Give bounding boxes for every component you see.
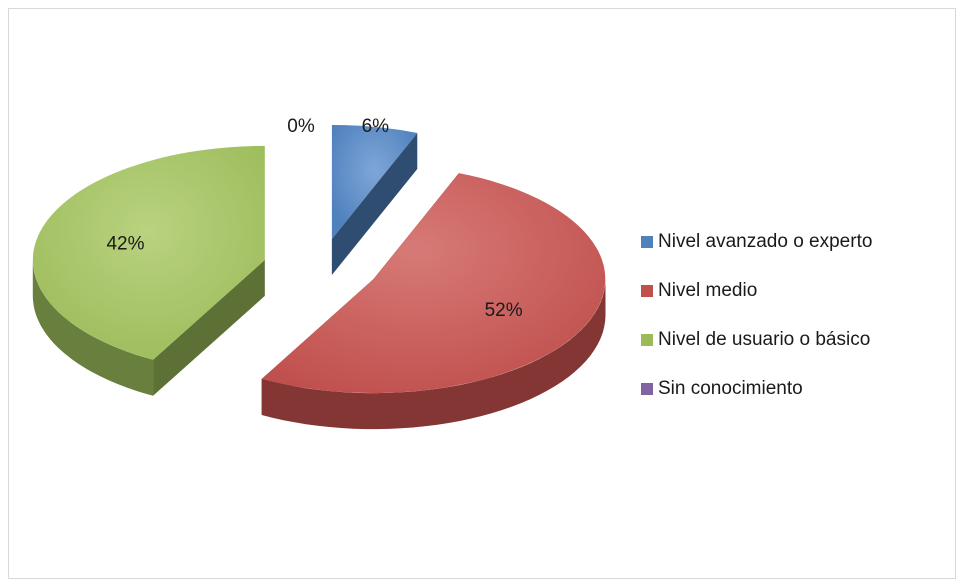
legend-label-1: Nivel medio bbox=[658, 279, 758, 301]
data-label-3: 0% bbox=[287, 116, 315, 137]
legend-item-0: Nivel avanzado o experto bbox=[641, 217, 872, 266]
legend-swatch-1 bbox=[641, 284, 653, 297]
pie-slice-0 bbox=[331, 125, 418, 240]
legend-label-3: Sin conocimiento bbox=[658, 377, 803, 399]
pie-slice-cut-wall-2-0 bbox=[153, 259, 265, 396]
legend-item-1: Nivel medio bbox=[641, 266, 872, 315]
legend-label-0: Nivel avanzado o experto bbox=[658, 230, 873, 252]
pie-slice-side-2 bbox=[32, 259, 265, 396]
pie-chart: 6% 52% 42% 0% bbox=[32, 116, 606, 430]
pie-slice-side-0 bbox=[331, 133, 418, 276]
legend-swatch-0 bbox=[641, 235, 653, 248]
pie-slice-2 bbox=[32, 145, 265, 360]
data-label-1: 52% bbox=[485, 300, 523, 321]
legend-swatch-2 bbox=[641, 333, 653, 346]
chart-area: 6% 52% 42% 0% Nivel avanzado o experto Nive… bbox=[8, 8, 956, 579]
legend-item-2: Nivel de usuario o básico bbox=[641, 315, 872, 364]
pie-slice-1 bbox=[261, 173, 606, 394]
pie-slice-arc-wall-2 bbox=[32, 259, 154, 396]
pie-slice-arc-wall-1 bbox=[261, 279, 606, 430]
legend-swatch-3 bbox=[641, 382, 653, 395]
legend-label-2: Nivel de usuario o básico bbox=[658, 328, 871, 350]
data-label-0: 6% bbox=[362, 116, 390, 137]
pie-slice-cut-wall-0-1 bbox=[331, 133, 418, 276]
legend-item-3: Sin conocimiento bbox=[641, 364, 872, 413]
data-label-2: 42% bbox=[106, 233, 144, 254]
legend: Nivel avanzado o experto Nivel medio Niv… bbox=[641, 217, 872, 413]
